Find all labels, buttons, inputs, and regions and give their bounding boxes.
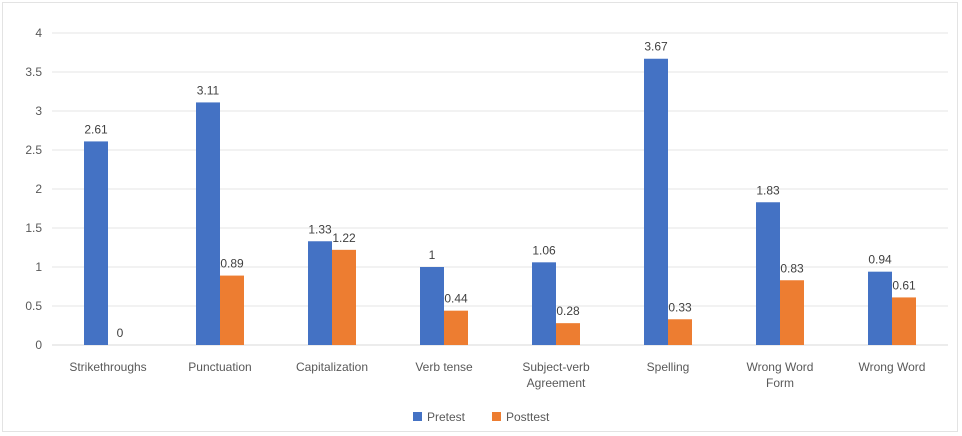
y-tick-label: 1.5 (25, 221, 42, 235)
bar-posttest (444, 310, 468, 345)
data-label: 1.06 (532, 243, 556, 257)
bar-pretest (196, 102, 220, 345)
data-label: 0.94 (868, 253, 892, 267)
data-label: 0.61 (892, 278, 916, 292)
x-tick-label: Strikethroughs (69, 360, 146, 374)
data-label: 1.83 (756, 183, 780, 197)
x-tick-label: Spelling (647, 360, 690, 374)
bar-pretest (532, 262, 556, 345)
legend-swatch-posttest (492, 412, 501, 421)
y-tick-label: 0.5 (25, 299, 42, 313)
data-label: 0.89 (220, 257, 244, 271)
x-tick-label: Form (766, 376, 794, 390)
y-tick-label: 2.5 (25, 143, 42, 157)
bar-pretest (308, 241, 332, 345)
data-label: 0.33 (668, 300, 692, 314)
data-label: 1.22 (332, 231, 356, 245)
x-tick-label: Verb tense (415, 360, 473, 374)
y-tick-label: 3.5 (25, 65, 42, 79)
data-label: 2.61 (84, 122, 108, 136)
x-tick-label: Wrong Word (859, 360, 926, 374)
data-label: 0 (117, 326, 124, 340)
bar-pretest (644, 58, 668, 346)
bar-posttest (780, 280, 804, 345)
data-label: 3.11 (197, 83, 220, 97)
y-tick-label: 3 (35, 104, 42, 118)
bar-posttest (556, 323, 580, 345)
bar-pretest (868, 271, 892, 345)
data-label: 1.33 (308, 222, 332, 236)
bar-pretest (756, 202, 780, 345)
bar-posttest (332, 249, 356, 345)
y-tick-label: 2 (35, 182, 42, 196)
data-label: 0.83 (780, 261, 804, 275)
legend-label: Pretest (427, 410, 466, 424)
data-label: 1 (429, 248, 436, 262)
bar-pretest (420, 267, 444, 345)
bar-posttest (668, 319, 692, 345)
data-label: 0.44 (444, 292, 468, 306)
x-tick-label: Subject-verb (522, 360, 590, 374)
bar-posttest (892, 297, 916, 345)
bar-pretest (84, 141, 108, 345)
x-tick-label: Agreement (527, 376, 586, 390)
y-tick-label: 0 (35, 338, 42, 352)
data-label: 0.28 (556, 304, 580, 318)
x-tick-label: Punctuation (188, 360, 251, 374)
x-tick-label: Capitalization (296, 360, 368, 374)
legend-label: Posttest (506, 410, 550, 424)
data-label: 3.67 (644, 40, 668, 54)
x-tick-label: Wrong Word (747, 360, 814, 374)
legend-swatch-pretest (413, 412, 422, 421)
y-tick-label: 4 (35, 26, 42, 40)
bar-posttest (220, 275, 244, 345)
y-tick-label: 1 (35, 260, 42, 274)
